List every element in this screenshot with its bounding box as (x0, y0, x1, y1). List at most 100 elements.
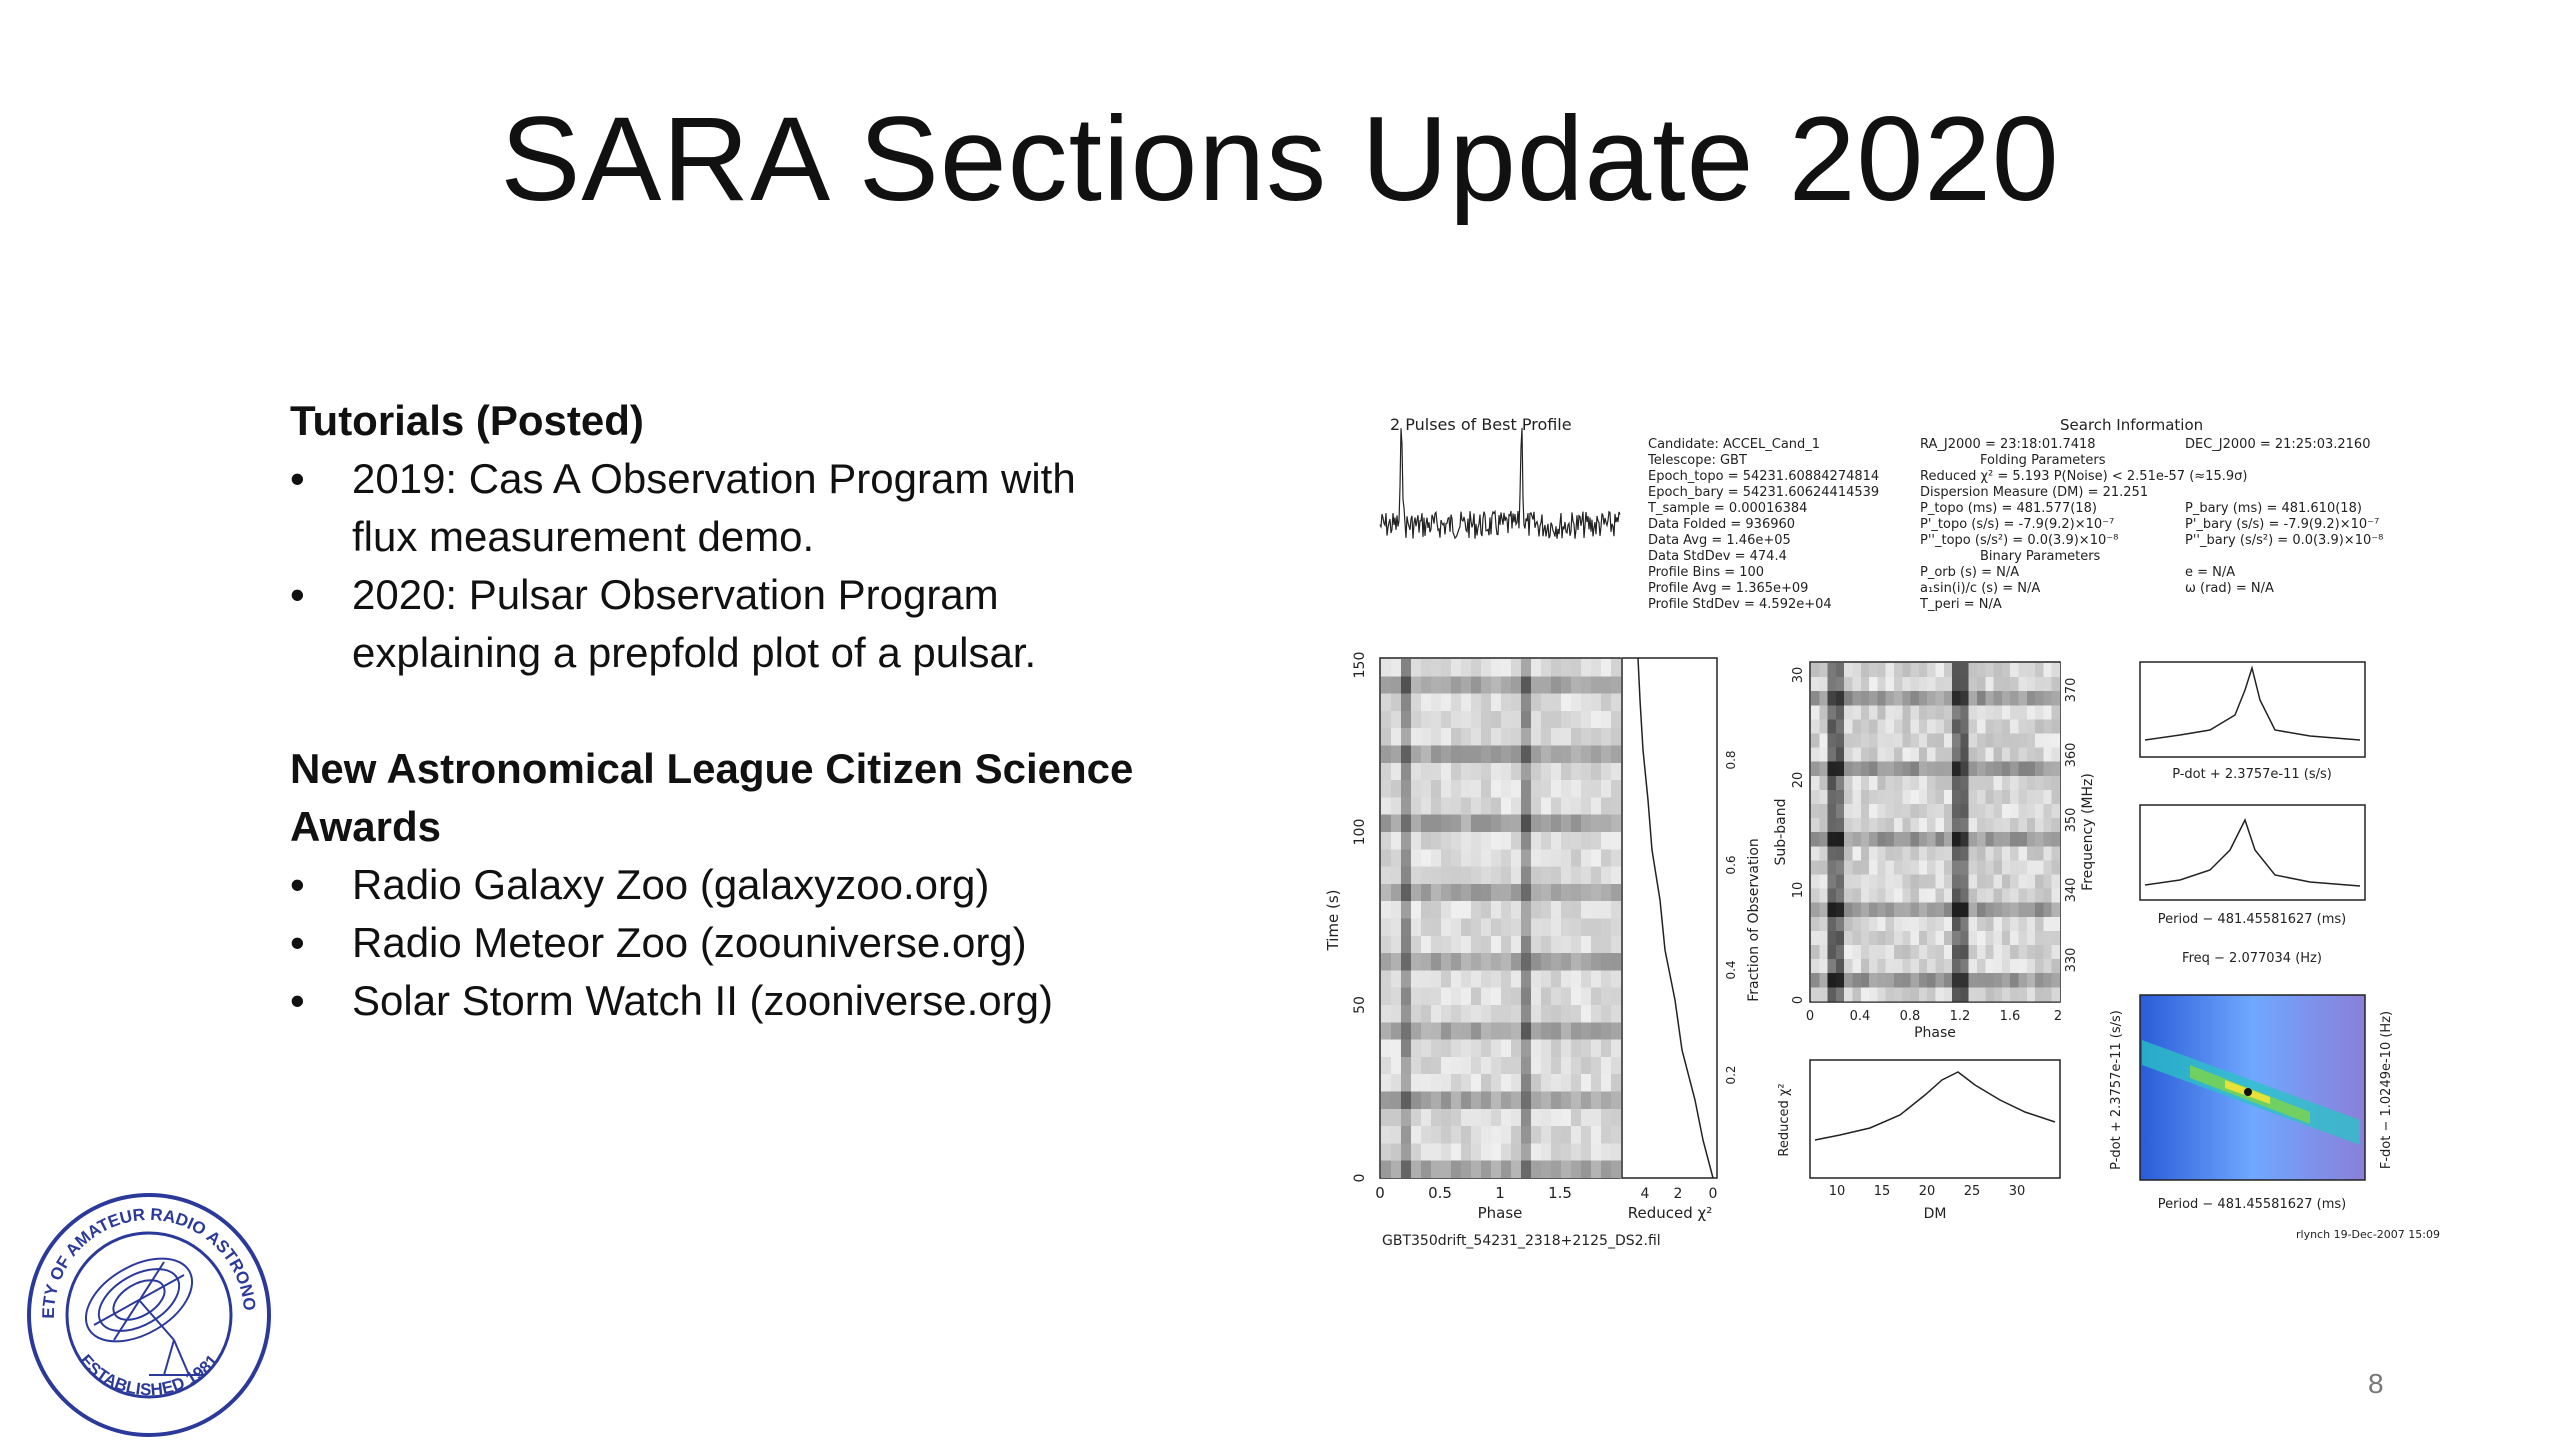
time-phase-cell (1581, 849, 1591, 867)
subband-cell (1952, 761, 1961, 776)
time-phase-cell (1571, 780, 1581, 798)
time-phase-cell (1491, 1126, 1501, 1144)
subband-cell (1869, 846, 1878, 861)
time-phase-cell (1441, 1056, 1451, 1075)
subband-cell (1827, 775, 1836, 790)
subband-cell (1968, 691, 1978, 706)
subband-cell (1877, 930, 1886, 946)
slide-title: SARA Sections Update 2020 (500, 92, 2060, 226)
subband-cell (1860, 959, 1870, 974)
time-phase-cell (1431, 935, 1441, 954)
time-phase-cell (1401, 1039, 1411, 1057)
subband-cell (1977, 733, 1986, 748)
time-phase-cell (1401, 883, 1411, 902)
subband-cell (1902, 761, 1911, 776)
subband-cell (1844, 691, 1853, 706)
time-phase-cell (1551, 849, 1561, 867)
time-phase-cell (1461, 1091, 1471, 1109)
time-phase-cell (1541, 918, 1551, 936)
subband-cell (1993, 719, 2002, 734)
subband-cell (2010, 959, 2019, 974)
time-phase-cell (1401, 745, 1411, 763)
bullet-dot: • (290, 861, 305, 908)
time-phase-cell (1501, 883, 1511, 902)
time-phase-cell (1491, 883, 1501, 902)
subband-cell (2001, 987, 2011, 1002)
subband-cell (1827, 846, 1836, 861)
bullet-item: • Solar Storm Watch II (zooniverse.org) (290, 972, 1190, 1030)
subband-cell (2051, 705, 2061, 720)
time-phase-cell (1471, 797, 1481, 815)
subband-cell (1819, 747, 1828, 762)
time-phase-cell (1561, 866, 1571, 884)
subband-cell (1968, 789, 1978, 805)
subband-cell (1977, 677, 1986, 692)
subband-cell (1877, 705, 1886, 720)
time-phase-cell (1501, 1108, 1511, 1127)
subband-cell (1918, 677, 1928, 692)
time-phase-cell (1461, 935, 1471, 954)
subband-cell (1960, 902, 1969, 917)
time-phase-cell (1391, 1022, 1401, 1040)
subband-cell (1877, 733, 1886, 748)
time-phase-cell (1431, 1126, 1441, 1144)
time-phase-cell (1411, 676, 1421, 694)
subband-cell (1918, 874, 1928, 889)
time-phase-cell (1521, 797, 1531, 815)
subband-cell (2043, 874, 2052, 889)
time-phase-cell (1541, 728, 1551, 746)
subband-cell (1827, 930, 1836, 946)
subband-cell (1877, 945, 1886, 960)
time-phase-cell (1561, 935, 1571, 954)
time-phase-cell (1591, 1005, 1601, 1023)
subband-cell (1910, 860, 1919, 875)
subband-cell (1835, 902, 1845, 917)
subband-cell (1927, 832, 1936, 847)
subband-cell (1894, 874, 1903, 889)
time-phase-cell (1531, 1005, 1541, 1023)
time-phase-cell (1511, 728, 1521, 746)
subband-cell (1910, 888, 1919, 903)
time-phase-cell (1611, 1039, 1621, 1057)
time-phase-cell (1491, 762, 1501, 781)
subband-cell (1811, 902, 1820, 917)
time-phase-cell (1531, 849, 1541, 867)
subband-cell (1827, 789, 1836, 805)
time-phase-cell (1541, 659, 1551, 677)
time-phase-cell (1391, 1005, 1401, 1023)
time-phase-cell (1381, 1005, 1391, 1023)
time-phase-cell (1611, 797, 1621, 815)
subband-cell (1935, 691, 1944, 706)
subband-cell (1943, 959, 1953, 974)
time-phase-cell (1511, 659, 1521, 677)
time-phase-cell (1551, 710, 1561, 729)
time-phase-cell (1471, 1022, 1481, 1040)
time-phase-cell (1471, 710, 1481, 729)
time-phase-cell (1421, 797, 1431, 815)
time-phase-cell (1431, 987, 1441, 1006)
time-phase-cell (1511, 935, 1521, 954)
time-phase-cell (1441, 883, 1451, 902)
time-phase-cell (1601, 987, 1611, 1006)
subband-cell (1860, 888, 1870, 903)
bullet-line: 2019: Cas A Observation Program with (352, 455, 1076, 502)
subband-cell (1935, 832, 1944, 847)
subband-cell (1968, 804, 1978, 819)
time-phase-cell (1601, 745, 1611, 763)
time-phase-cell (1541, 953, 1551, 971)
time-phase-cell (1491, 745, 1501, 763)
subband-cell (1902, 860, 1911, 875)
time-phase-cell (1431, 1074, 1441, 1092)
time-phase-cell (1561, 1074, 1571, 1092)
time-phase-cell (1471, 1108, 1481, 1127)
time-phase-cell (1581, 1091, 1591, 1109)
subband-cell (1877, 832, 1886, 847)
subband-cell (2043, 789, 2052, 805)
subband-cell (1968, 846, 1978, 861)
subband-cell (1860, 761, 1870, 776)
time-phase-cell (1431, 762, 1441, 781)
time-phase-cell (1401, 901, 1411, 919)
time-phase-cell (1471, 745, 1481, 763)
time-phase-cell (1461, 797, 1471, 815)
subband-cell (1860, 719, 1870, 734)
